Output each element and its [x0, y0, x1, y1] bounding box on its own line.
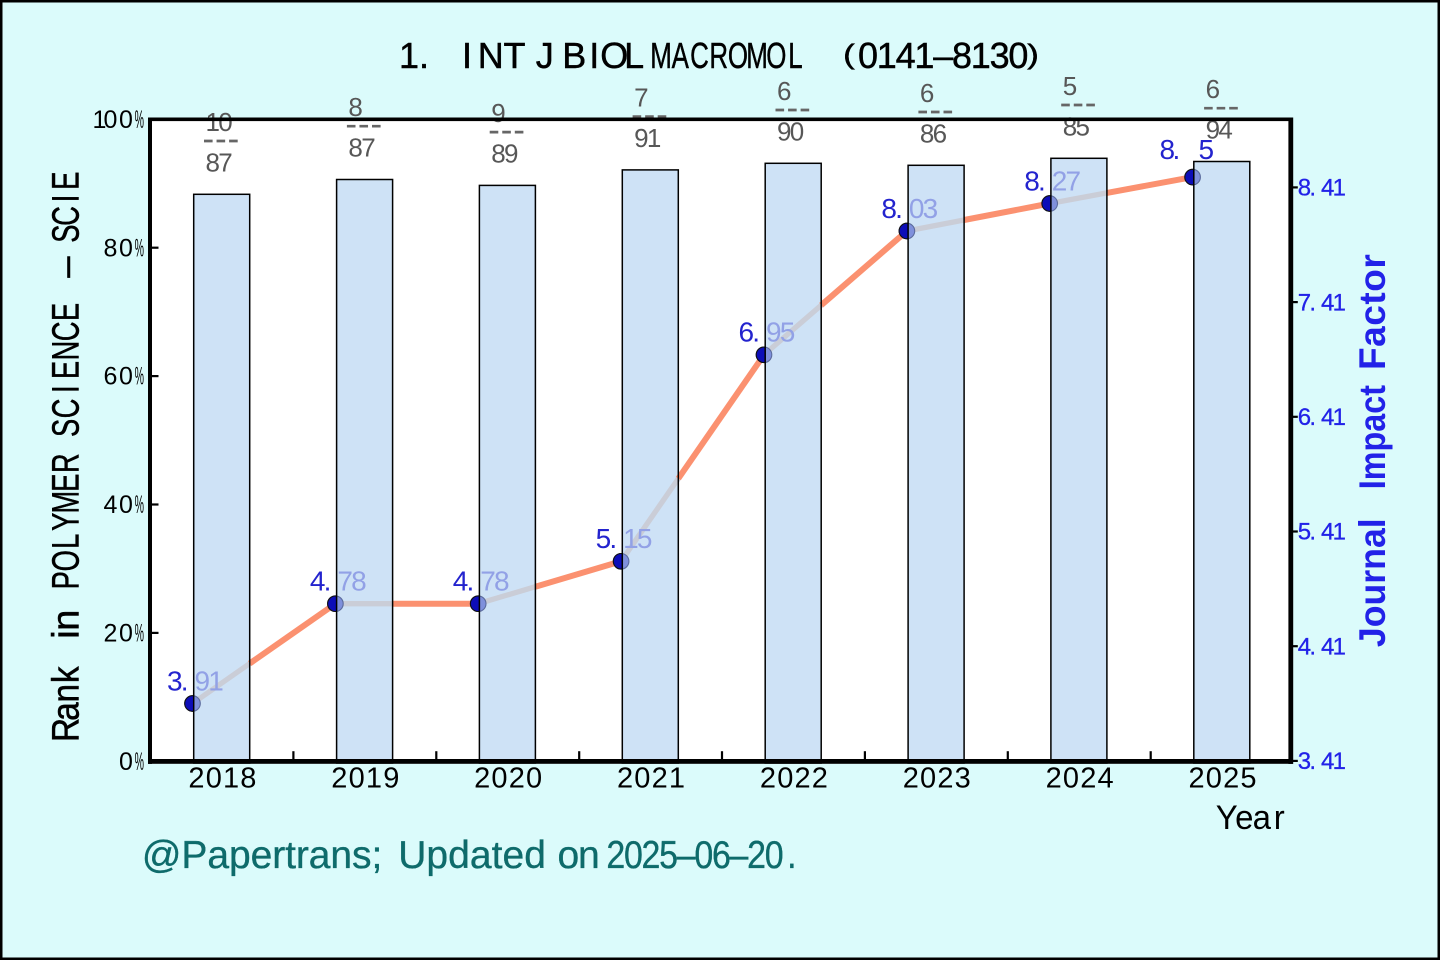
svg-text:2018: 2018 [188, 763, 256, 795]
svg-text:MACROMOL: MACROMOL [650, 36, 802, 76]
svg-text:6: 6 [777, 76, 791, 106]
svg-text:85: 85 [1063, 111, 1090, 141]
svg-text:Impact: Impact [1352, 385, 1393, 489]
svg-text:Updated: Updated [398, 834, 546, 877]
svg-text:in: in [46, 610, 88, 639]
svg-text:7.41: 7.41 [1298, 289, 1346, 316]
svg-text:20: 20 [104, 620, 133, 648]
svg-text:4.41: 4.41 [1298, 633, 1346, 660]
svg-text:6.41: 6.41 [1298, 404, 1346, 431]
svg-text:Rank: Rank [45, 666, 87, 742]
svg-text:6.: 6. [739, 317, 760, 348]
svg-text:8.: 8. [1160, 134, 1181, 165]
svg-text:2025: 2025 [1189, 763, 1257, 795]
svg-text:40: 40 [104, 491, 133, 519]
svg-text:0141–8130: 0141–8130 [858, 35, 1028, 76]
svg-text:2022: 2022 [760, 763, 828, 795]
svg-text:SCIE: SCIE [45, 172, 87, 243]
svg-text:%: % [135, 235, 144, 262]
svg-text:INT: INT [462, 35, 525, 76]
svg-text:1.: 1. [399, 35, 429, 76]
svg-text:2021: 2021 [617, 763, 685, 795]
svg-text:8: 8 [348, 92, 362, 122]
svg-text:): ) [1027, 38, 1039, 69]
svg-text:Factor: Factor [1352, 254, 1393, 370]
svg-text:2025–06–20.: 2025–06–20. [606, 833, 796, 877]
svg-text:03: 03 [909, 193, 938, 224]
svg-text:(: ( [843, 38, 855, 69]
svg-text:78: 78 [337, 566, 366, 597]
svg-text:–: – [46, 256, 88, 278]
svg-text:J: J [536, 35, 554, 76]
svg-text:6: 6 [1206, 74, 1220, 104]
svg-text:95: 95 [766, 317, 795, 348]
svg-text:6: 6 [920, 78, 934, 108]
svg-text:80: 80 [104, 234, 133, 262]
svg-text:8.41: 8.41 [1298, 175, 1346, 202]
svg-text:5.41: 5.41 [1298, 519, 1346, 546]
svg-text:78: 78 [480, 566, 509, 597]
svg-text:POLYMER: POLYMER [45, 453, 87, 589]
svg-text:%: % [135, 107, 144, 134]
svg-text:5.: 5. [596, 523, 618, 554]
svg-text:Journal: Journal [1352, 518, 1393, 647]
svg-text:27: 27 [1052, 165, 1081, 196]
svg-text:89: 89 [491, 138, 518, 168]
svg-text:2019: 2019 [331, 763, 399, 795]
svg-text:100: 100 [93, 106, 133, 134]
svg-text:7: 7 [634, 82, 648, 112]
svg-text:91: 91 [634, 123, 661, 153]
svg-text:91: 91 [195, 665, 224, 696]
svg-text:87: 87 [206, 147, 233, 177]
svg-text:87: 87 [348, 133, 375, 163]
svg-text:86: 86 [920, 118, 947, 148]
svg-text:3.41: 3.41 [1298, 748, 1346, 775]
svg-text:60: 60 [104, 363, 133, 391]
svg-text:SCIENCE: SCIENCE [45, 303, 87, 437]
svg-text:2024: 2024 [1046, 763, 1114, 795]
svg-text:15: 15 [623, 523, 652, 554]
svg-text:2023: 2023 [903, 763, 971, 795]
svg-text:BIOL: BIOL [562, 35, 644, 76]
svg-text:90: 90 [777, 116, 804, 146]
svg-text:%: % [135, 749, 144, 776]
svg-text:3.: 3. [167, 665, 189, 696]
svg-text:%: % [135, 364, 144, 391]
svg-text:%: % [135, 621, 144, 648]
svg-text:Year: Year [1216, 800, 1285, 838]
svg-text:4.: 4. [453, 566, 475, 597]
svg-text:4.: 4. [310, 566, 331, 597]
svg-text:on: on [558, 834, 600, 877]
svg-text:10: 10 [206, 107, 233, 137]
svg-text:@Papertrans;: @Papertrans; [142, 834, 382, 877]
svg-text:5: 5 [1063, 71, 1077, 101]
svg-text:%: % [135, 492, 144, 519]
svg-text:0: 0 [119, 748, 133, 776]
svg-text:2020: 2020 [474, 763, 542, 795]
svg-text:5: 5 [1199, 134, 1215, 165]
svg-text:8.: 8. [881, 193, 902, 224]
svg-text:9: 9 [491, 98, 505, 128]
svg-text:8.: 8. [1024, 165, 1046, 196]
